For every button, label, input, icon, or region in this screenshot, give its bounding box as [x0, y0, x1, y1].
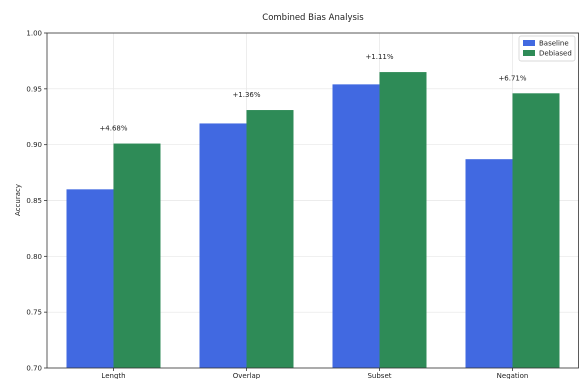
bars	[66, 72, 560, 369]
y-tick-label: 0.85	[26, 197, 42, 205]
y-tick-label: 1.00	[26, 30, 42, 38]
improvement-label: +1.11%	[365, 53, 393, 61]
bar-debiased-overlap	[246, 110, 294, 369]
x-tick-label: Negation	[497, 372, 529, 379]
legend-label: Debiased	[539, 50, 572, 58]
legend-label: Baseline	[539, 40, 569, 48]
legend: Baseline Debiased	[518, 35, 576, 62]
x-tick-label: Overlap	[233, 372, 261, 379]
improvement-label: +6.71%	[498, 74, 526, 82]
x-tick-label: Length	[101, 372, 125, 379]
bar-baseline-subset	[332, 84, 380, 368]
y-axis-label: Accuracy	[14, 184, 22, 216]
improvement-label: +4.68%	[99, 125, 127, 133]
legend-swatch	[523, 40, 535, 46]
improvement-label: +1.36%	[232, 91, 260, 99]
y-tick-label: 0.70	[26, 365, 42, 373]
bar-debiased-length	[113, 143, 161, 368]
chart-title: Combined Bias Analysis	[262, 13, 364, 23]
annotations: +4.68% +1.36% +1.11% +6.71%	[99, 53, 526, 132]
y-tick-label: 0.95	[26, 85, 42, 93]
bar-baseline-length	[66, 189, 114, 368]
x-tick-label: Subset	[367, 372, 391, 379]
legend-swatch	[523, 50, 535, 56]
bar-baseline-overlap	[199, 123, 247, 368]
y-tick-label: 0.75	[26, 309, 42, 317]
y-tick-label: 0.80	[26, 253, 42, 261]
bar-debiased-negation	[512, 93, 560, 369]
y-tick-label: 0.90	[26, 141, 42, 149]
bar-debiased-subset	[379, 72, 427, 368]
bar-baseline-negation	[465, 159, 513, 368]
